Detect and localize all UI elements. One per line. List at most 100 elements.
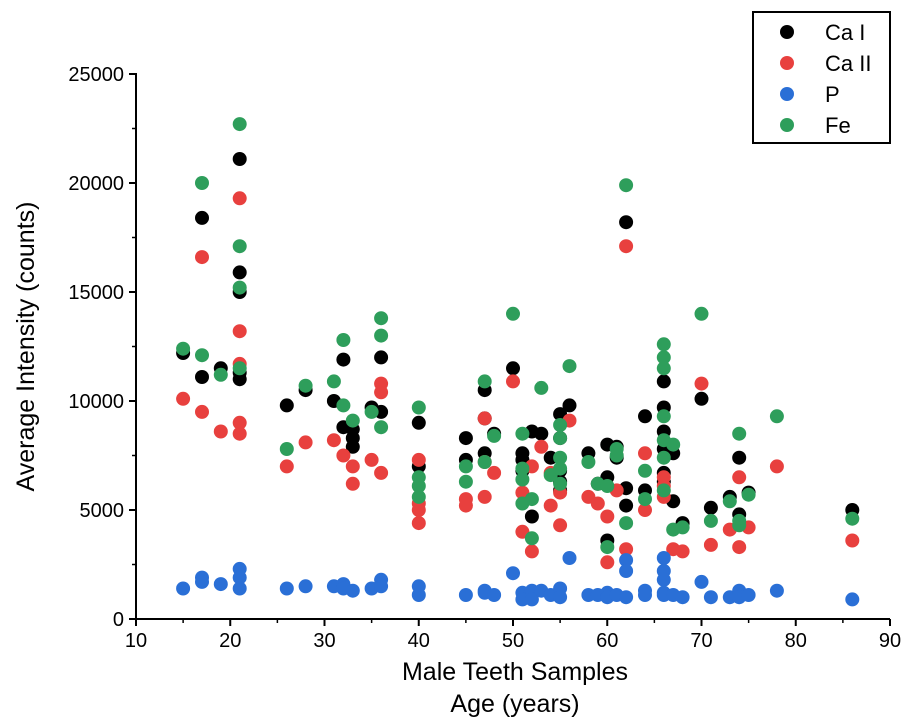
data-point	[694, 391, 709, 406]
data-point	[703, 537, 718, 552]
legend-box	[752, 11, 891, 144]
data-point	[524, 531, 539, 546]
data-point	[279, 581, 294, 596]
data-point	[232, 280, 247, 295]
data-point	[374, 465, 389, 480]
data-point	[195, 404, 209, 419]
data-point	[232, 239, 247, 254]
data-point	[487, 428, 502, 443]
data-point	[232, 426, 247, 441]
data-point	[553, 476, 568, 491]
series-ca-ii	[176, 191, 860, 570]
data-point	[213, 577, 228, 592]
data-point	[232, 415, 247, 430]
data-point	[232, 361, 247, 376]
data-point	[506, 306, 520, 321]
x-tick-label: 50	[502, 630, 524, 652]
data-point	[279, 398, 294, 413]
data-point	[769, 409, 784, 424]
legend-marker	[780, 25, 794, 39]
data-point	[656, 409, 671, 424]
data-point	[732, 470, 747, 485]
data-point	[666, 437, 681, 452]
data-point	[458, 474, 473, 489]
data-point	[534, 380, 549, 395]
data-point	[600, 479, 615, 493]
y-tick-label: 20000	[68, 173, 124, 195]
data-point	[279, 459, 294, 474]
data-point	[619, 215, 634, 230]
series-p	[176, 551, 860, 607]
data-point	[326, 374, 341, 389]
data-point	[562, 359, 577, 374]
data-point	[769, 459, 784, 474]
data-point	[195, 176, 209, 190]
data-point	[345, 583, 360, 598]
data-point	[298, 435, 313, 450]
data-point	[703, 590, 718, 605]
x-tick-label: 90	[879, 630, 901, 652]
data-point	[656, 450, 671, 465]
data-point	[506, 374, 520, 389]
data-point	[506, 566, 520, 581]
data-point	[619, 498, 634, 513]
data-point	[524, 544, 539, 559]
data-point	[279, 442, 294, 456]
data-point	[411, 452, 426, 467]
data-point	[619, 516, 634, 531]
data-point	[703, 500, 718, 515]
data-point	[336, 352, 351, 367]
data-point	[195, 348, 209, 363]
data-point	[213, 424, 228, 439]
data-point	[694, 376, 709, 391]
data-point	[590, 496, 605, 511]
data-point	[411, 489, 426, 504]
data-point	[524, 592, 539, 607]
data-point	[619, 542, 634, 557]
data-point	[553, 431, 568, 446]
data-point	[326, 433, 341, 448]
data-point	[562, 551, 577, 565]
data-point	[411, 503, 426, 517]
data-point	[553, 518, 568, 533]
data-point	[487, 465, 502, 480]
data-point	[553, 590, 568, 605]
data-point	[638, 409, 652, 424]
data-point	[195, 574, 209, 589]
data-point	[195, 370, 209, 384]
data-point	[477, 455, 492, 469]
data-point	[411, 415, 426, 430]
legend-marker	[780, 56, 794, 70]
data-point	[336, 398, 351, 413]
data-point	[506, 361, 520, 376]
legend-label: Ca I	[825, 20, 865, 45]
data-point	[845, 511, 860, 526]
data-point	[732, 450, 747, 465]
data-point	[553, 461, 568, 476]
data-point	[769, 583, 784, 598]
data-point	[515, 461, 530, 476]
data-point	[345, 413, 360, 428]
data-point	[515, 472, 530, 487]
data-point	[232, 117, 247, 132]
data-point	[232, 570, 247, 585]
data-point	[732, 540, 747, 555]
data-point	[374, 420, 389, 435]
legend-label: Fe	[825, 113, 851, 138]
data-point	[232, 152, 247, 166]
data-point	[553, 450, 568, 465]
data-point	[411, 479, 426, 493]
data-point	[638, 463, 652, 478]
data-point	[656, 337, 671, 352]
series-fe	[176, 117, 860, 555]
legend: Ca I Ca II P Fe	[752, 11, 891, 144]
data-point	[411, 588, 426, 602]
data-point	[609, 448, 624, 463]
data-point	[458, 498, 473, 513]
data-point	[732, 426, 747, 441]
data-point	[694, 306, 709, 321]
data-point	[515, 426, 530, 441]
data-point	[600, 555, 615, 570]
data-point	[213, 367, 228, 382]
data-point	[619, 590, 634, 605]
